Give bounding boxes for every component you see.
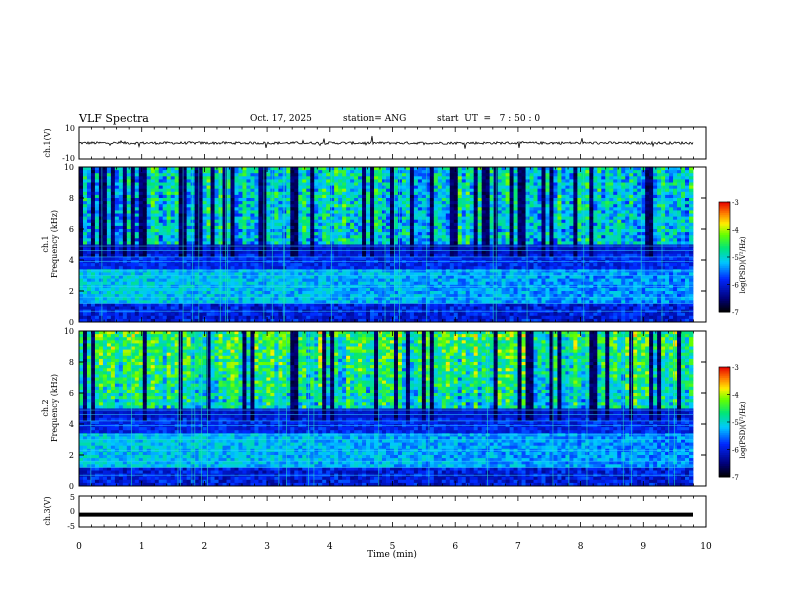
time-tick-label: 4 [327, 542, 333, 552]
start-time-label: start UT = 7 : 50 : 0 [437, 114, 541, 124]
freq-tick-label: 8 [69, 358, 74, 367]
colorbar-tick-label: -4 [732, 392, 739, 400]
freq-tick-label: 4 [69, 256, 74, 265]
time-tick-label: 2 [202, 542, 208, 552]
time-tick-label: 10 [700, 542, 712, 552]
ch3-ytick-top: 5 [70, 493, 75, 502]
ch2-freq-ticks: 0 2 4 6 8 10 [64, 327, 706, 491]
ch1-spectrogram-image [79, 167, 694, 323]
panel-ch2-spectrogram: 0 2 4 6 8 10 ch.2 Frequency (kHz) -3 -4 -5 -6 -7 l… [41, 327, 747, 491]
time-tick-label: 1 [139, 542, 145, 552]
chart-title: VLF Spectra [79, 112, 149, 125]
colorbar-tick-label: -6 [732, 447, 739, 455]
time-axis-label: Time (min) [367, 549, 417, 560]
freq-tick-label: 10 [64, 163, 74, 172]
freq-tick-label: 6 [69, 389, 74, 398]
ch3-ytick-mid: 0 [70, 507, 75, 516]
colorbar-tick-label: -3 [732, 364, 739, 372]
date-label: Oct. 17, 2025 [250, 114, 312, 124]
ch2-spectrogram-image [79, 331, 694, 487]
ch1-waveform-line [78, 135, 694, 149]
ch2-colorbar: -3 -4 -5 -6 -7 log(PSD)(V²/Hz) [718, 364, 747, 482]
ch1-ytick-top: 10 [65, 124, 75, 133]
ch1-ylabel: ch.1(V) [43, 128, 52, 157]
ch2-freq-label: Frequency (kHz) [50, 374, 59, 442]
time-tick-label: 8 [578, 542, 584, 552]
colorbar-label: log(PSD)(V²/Hz) [739, 401, 747, 458]
colorbar-tick-label: -4 [732, 227, 739, 235]
freq-tick-label: 6 [69, 225, 74, 234]
time-tick-label: 6 [452, 542, 458, 552]
ch2-spec-ylabel: ch.2 [41, 399, 50, 416]
ch1-freq-ticks: 0 2 4 6 8 10 [64, 163, 706, 327]
panel-ch3-waveform: 5 0 -5 ch.3(V) [43, 493, 707, 531]
freq-tick-label: 8 [69, 194, 74, 203]
ch1-freq-label: Frequency (kHz) [50, 210, 59, 278]
colorbar-tick-label: -7 [732, 474, 739, 482]
ch3-ylabel: ch.3(V) [43, 496, 52, 525]
colorbar-tick-label: -3 [732, 199, 739, 207]
colorbar-tick-label: -6 [732, 282, 739, 290]
freq-tick-label: 2 [69, 287, 74, 296]
ch1-spec-ylabel: ch.1 [41, 235, 50, 252]
time-axis-ticks: 0 1 2 3 4 5 6 7 8 9 10 [76, 127, 712, 552]
freq-tick-label: 0 [69, 482, 74, 491]
freq-tick-label: 2 [69, 451, 74, 460]
freq-tick-label: 10 [64, 327, 74, 336]
time-tick-label: 9 [640, 542, 646, 552]
freq-tick-label: 0 [69, 318, 74, 327]
colorbar-tick-label: -7 [732, 309, 739, 317]
ch3-ytick-bottom: -5 [67, 522, 75, 531]
ch1-ytick-bottom: -10 [62, 154, 75, 163]
time-tick-label: 7 [515, 542, 521, 552]
station-label: station= ANG [343, 114, 407, 124]
time-tick-label: 3 [264, 542, 270, 552]
ch3-waveform-frame [78, 495, 707, 528]
panel-ch1-spectrogram: 0 2 4 6 8 10 ch.1 Frequency (kHz) -3 -4 -5 -6 -7 l… [41, 163, 747, 327]
time-tick-label: 0 [76, 542, 82, 552]
colorbar-label: log(PSD)(V²/Hz) [739, 236, 747, 293]
colorbar-tick-label: -5 [732, 254, 739, 262]
ch1-colorbar: -3 -4 -5 -6 -7 log(PSD)(V²/Hz) [718, 199, 747, 317]
colorbar-tick-label: -5 [732, 419, 739, 427]
panel-ch1-waveform: 10 -10 ch.1(V) [43, 124, 707, 163]
time-tick-label: 5 [390, 542, 396, 552]
freq-tick-label: 4 [69, 420, 74, 429]
